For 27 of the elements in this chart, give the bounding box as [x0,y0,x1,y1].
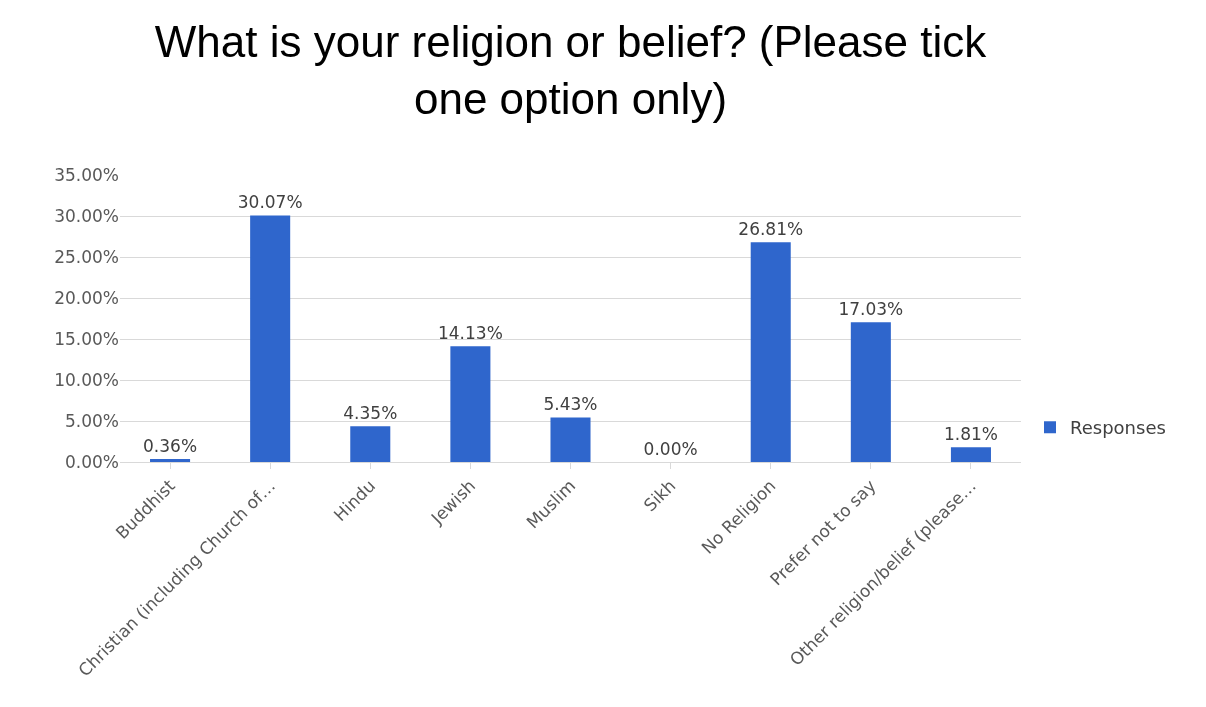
data-label: 14.13% [437,323,503,344]
data-label: 0.00% [643,439,698,459]
bar [950,447,991,462]
y-tick-label: 10.00% [54,369,119,390]
data-label: 0.36% [143,436,198,457]
y-tick-label: 5.00% [64,410,119,431]
bar [250,215,291,462]
bar [750,242,791,462]
data-label: 1.81% [943,424,998,445]
bar [850,322,891,462]
data-label: 4.35% [343,403,398,424]
bar [550,417,591,462]
data-label: 26.81% [738,219,804,240]
y-tick-label: 15.00% [54,328,119,349]
y-tick-label: 25.00% [54,246,119,267]
legend-label: Responses [1070,417,1166,439]
bar [350,426,391,462]
y-tick-label: 30.00% [54,205,119,226]
bar [450,346,491,462]
y-tick-label: 20.00% [54,287,119,308]
data-label: 5.43% [543,394,598,415]
y-tick-label: 35.00% [54,164,119,185]
bar [150,459,191,462]
chart-title: What is your religion or belief? (Please tick one option only) [154,16,988,123]
data-label: 30.07% [237,192,303,213]
y-tick-label: 0.00% [64,451,119,472]
data-label: 17.03% [838,299,904,320]
